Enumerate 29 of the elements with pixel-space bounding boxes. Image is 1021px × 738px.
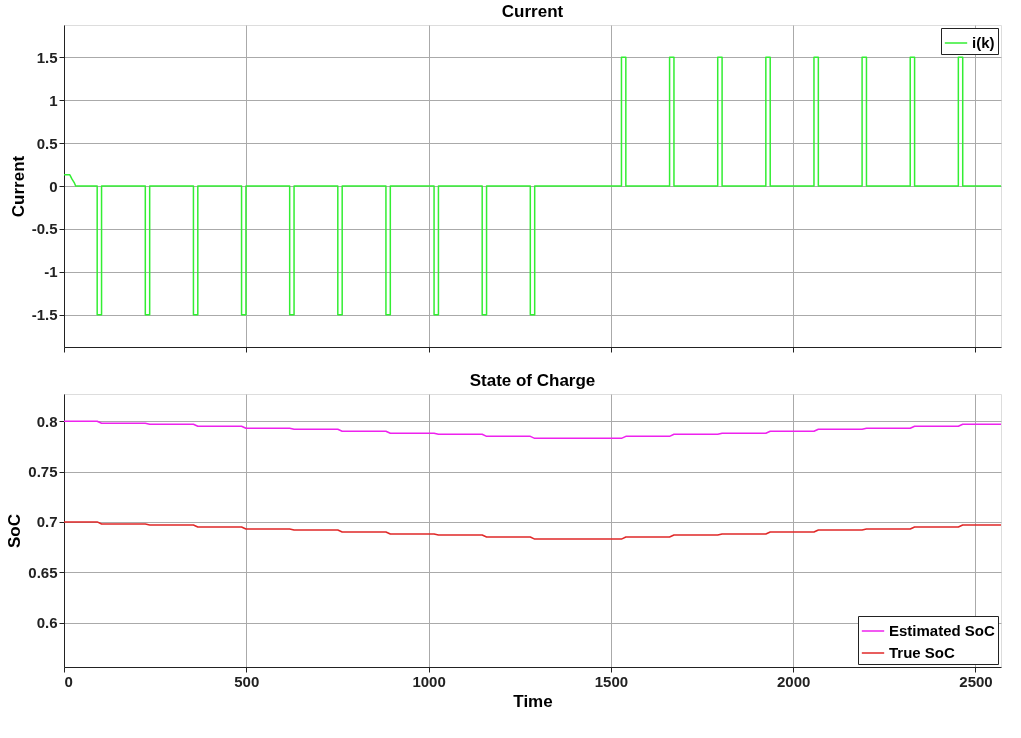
y-tick-label: -1.5 — [31, 306, 58, 324]
y-tick-label: 0 — [49, 177, 58, 195]
chart-title: Current — [501, 2, 564, 21]
y-tick-label: 0.8 — [36, 412, 58, 430]
y-tick-label: 1.5 — [36, 48, 58, 66]
y-axis-title: SoC — [5, 514, 25, 548]
x-tick-label: 2500 — [959, 672, 993, 690]
x-tick-label: 1000 — [412, 672, 446, 690]
x-axis-title: Time — [513, 691, 553, 711]
y-tick-label: 0.6 — [36, 614, 58, 632]
y-tick-label: 0.65 — [28, 563, 58, 581]
y-tick-label: 1 — [49, 91, 58, 109]
line-series — [63, 420, 1002, 440]
legend-label: True SoC — [889, 644, 956, 661]
y-tick-label: -0.5 — [31, 220, 58, 238]
legend-label: Estimated SoC — [889, 622, 996, 639]
chart-title: State of Charge — [469, 371, 596, 390]
x-tick-label: 1500 — [594, 672, 629, 690]
x-tick-label: 2000 — [777, 672, 811, 690]
y-tick-label: 0.75 — [28, 463, 58, 481]
y-tick-label: 0.7 — [36, 513, 58, 531]
x-tick-label: 0 — [64, 672, 73, 690]
x-tick-label: 500 — [234, 672, 260, 690]
y-axis-title: Current — [8, 155, 28, 218]
line-series — [63, 521, 1002, 540]
legend-label: i(k) — [972, 34, 995, 51]
y-tick-label: 0.5 — [36, 134, 58, 152]
y-tick-label: -1 — [44, 263, 58, 281]
line-series — [63, 56, 1002, 316]
